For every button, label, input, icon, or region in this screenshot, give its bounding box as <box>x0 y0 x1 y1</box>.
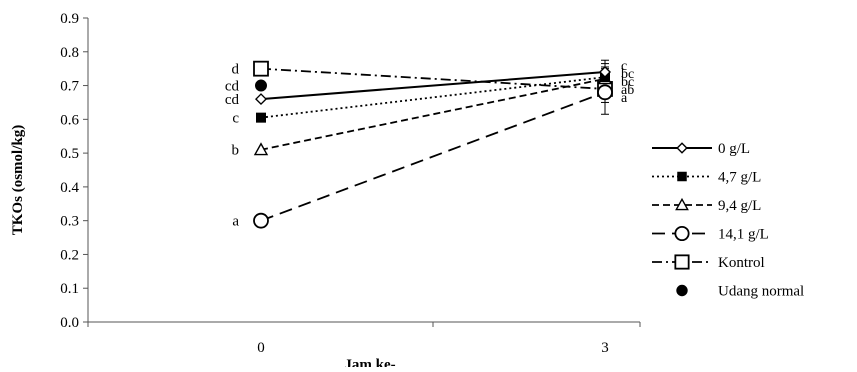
significance-label: cd <box>225 92 240 108</box>
y-tick-label: 0.9 <box>60 11 79 27</box>
significance-label: a <box>232 214 239 230</box>
y-tick-label: 0.1 <box>60 281 79 297</box>
legend-label: 4,7 g/L <box>718 170 761 186</box>
y-tick-label: 0.7 <box>60 79 79 95</box>
significance-label: d <box>232 62 240 78</box>
legend-label: Kontrol <box>718 255 765 271</box>
legend-label: 0 g/L <box>718 141 750 157</box>
y-tick-label: 0.3 <box>60 214 79 230</box>
y-tick-label: 0.4 <box>60 180 79 196</box>
legend-marker <box>676 284 688 297</box>
y-tick-label: 0.8 <box>60 45 79 61</box>
data-point <box>599 66 611 79</box>
significance-label: bc <box>621 67 634 82</box>
data-point <box>256 112 266 123</box>
legend-label: 9,4 g/L <box>718 198 761 214</box>
significance-label: a <box>621 91 628 106</box>
y-axis-label: TKOs (osmol/kg) <box>10 125 26 235</box>
y-tick-label: 0.2 <box>60 247 79 263</box>
y-tick-label: 0.6 <box>60 112 79 128</box>
series-line <box>260 67 606 90</box>
data-point <box>253 60 269 77</box>
significance-label: c <box>621 59 627 74</box>
data-point <box>253 142 269 156</box>
significance-label: c <box>232 111 239 127</box>
data-point <box>255 79 267 92</box>
legend-label: Udang normal <box>718 284 804 300</box>
y-tick-label: 0.5 <box>60 146 79 162</box>
data-point <box>253 212 269 229</box>
legend-label: 14,1 g/L <box>718 227 769 243</box>
y-tick-label: 0.0 <box>60 315 79 331</box>
significance-label: bc <box>621 75 634 90</box>
data-point <box>597 84 613 101</box>
significance-label: b <box>232 143 240 159</box>
significance-label: cd <box>225 79 240 95</box>
legend-marker <box>677 171 687 182</box>
x-axis-label: Jam ke- <box>344 357 395 367</box>
legend-marker <box>676 142 688 154</box>
x-tick-label: 0 <box>257 340 265 356</box>
series-line <box>260 71 606 101</box>
data-point <box>255 93 267 106</box>
significance-label: ab <box>621 83 634 98</box>
x-tick-label: 3 <box>601 340 609 356</box>
legend-marker <box>675 197 689 211</box>
legend-marker <box>674 254 690 270</box>
series-line <box>260 77 606 151</box>
series-line <box>260 91 606 222</box>
legend-marker <box>674 225 690 242</box>
